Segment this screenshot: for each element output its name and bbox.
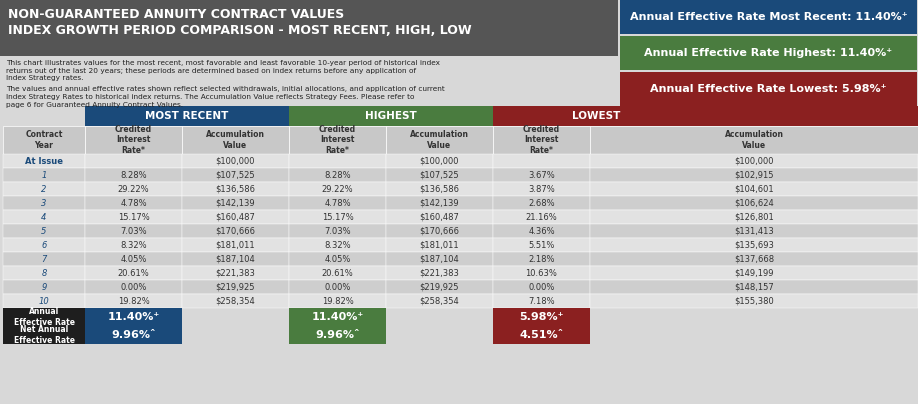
FancyBboxPatch shape [289, 196, 386, 210]
Text: 2.18%: 2.18% [528, 255, 554, 263]
Text: 29.22%: 29.22% [321, 185, 353, 194]
Text: 7: 7 [41, 255, 47, 263]
Text: 3: 3 [41, 198, 47, 208]
FancyBboxPatch shape [289, 126, 386, 154]
FancyBboxPatch shape [85, 182, 182, 196]
FancyBboxPatch shape [0, 0, 618, 56]
Text: 4: 4 [41, 213, 47, 221]
FancyBboxPatch shape [3, 294, 85, 308]
FancyBboxPatch shape [493, 126, 590, 154]
Text: 7.03%: 7.03% [120, 227, 147, 236]
Text: $102,915: $102,915 [734, 170, 774, 179]
Text: NON-GUARANTEED ANNUITY CONTRACT VALUES: NON-GUARANTEED ANNUITY CONTRACT VALUES [8, 8, 344, 21]
FancyBboxPatch shape [386, 252, 493, 266]
Text: $100,000: $100,000 [216, 156, 255, 166]
Text: $221,383: $221,383 [216, 269, 255, 278]
FancyBboxPatch shape [493, 326, 590, 344]
Text: $100,000: $100,000 [734, 156, 774, 166]
FancyBboxPatch shape [182, 126, 289, 154]
Text: Accumulation
Value: Accumulation Value [724, 130, 783, 150]
Text: 9.96%ˆ: 9.96%ˆ [111, 330, 156, 340]
Text: $107,525: $107,525 [216, 170, 255, 179]
Text: $136,586: $136,586 [420, 185, 460, 194]
FancyBboxPatch shape [590, 168, 918, 182]
Text: $107,525: $107,525 [420, 170, 459, 179]
Text: $100,000: $100,000 [420, 156, 459, 166]
FancyBboxPatch shape [85, 210, 182, 224]
Text: 8.32%: 8.32% [120, 240, 147, 250]
FancyBboxPatch shape [3, 252, 85, 266]
FancyBboxPatch shape [182, 280, 289, 294]
Text: 20.61%: 20.61% [118, 269, 150, 278]
Text: 4.05%: 4.05% [120, 255, 147, 263]
Text: $155,380: $155,380 [734, 297, 774, 305]
FancyBboxPatch shape [182, 224, 289, 238]
FancyBboxPatch shape [182, 252, 289, 266]
Text: Index Strategy Rates to historical index returns. The Accumulation Value reflect: Index Strategy Rates to historical index… [6, 94, 415, 100]
FancyBboxPatch shape [590, 224, 918, 238]
Text: 7.03%: 7.03% [324, 227, 351, 236]
FancyBboxPatch shape [3, 224, 85, 238]
FancyBboxPatch shape [85, 294, 182, 308]
Text: $258,354: $258,354 [420, 297, 459, 305]
FancyBboxPatch shape [85, 308, 182, 326]
Text: Annual Effective Rate Most Recent: 11.40%⁺: Annual Effective Rate Most Recent: 11.40… [630, 12, 907, 22]
FancyBboxPatch shape [289, 168, 386, 182]
Text: 4.51%ˆ: 4.51%ˆ [520, 330, 564, 340]
FancyBboxPatch shape [386, 182, 493, 196]
Text: $160,487: $160,487 [216, 213, 255, 221]
Text: 5: 5 [41, 227, 47, 236]
Text: MOST RECENT: MOST RECENT [145, 111, 229, 121]
Text: $136,586: $136,586 [216, 185, 255, 194]
FancyBboxPatch shape [590, 182, 918, 196]
FancyBboxPatch shape [3, 154, 85, 168]
Text: Index Strategy rates.: Index Strategy rates. [6, 75, 84, 81]
FancyBboxPatch shape [386, 294, 493, 308]
Text: 8.28%: 8.28% [120, 170, 147, 179]
Text: $187,104: $187,104 [420, 255, 459, 263]
FancyBboxPatch shape [590, 280, 918, 294]
Text: $104,601: $104,601 [734, 185, 774, 194]
Text: 7.18%: 7.18% [528, 297, 554, 305]
Text: INDEX GROWTH PERIOD COMPARISON - MOST RECENT, HIGH, LOW: INDEX GROWTH PERIOD COMPARISON - MOST RE… [8, 23, 472, 36]
FancyBboxPatch shape [289, 182, 386, 196]
FancyBboxPatch shape [386, 154, 493, 168]
Text: 21.16%: 21.16% [526, 213, 557, 221]
FancyBboxPatch shape [182, 294, 289, 308]
FancyBboxPatch shape [590, 252, 918, 266]
FancyBboxPatch shape [289, 154, 386, 168]
FancyBboxPatch shape [85, 280, 182, 294]
Text: 5.51%: 5.51% [529, 240, 554, 250]
FancyBboxPatch shape [182, 154, 289, 168]
FancyBboxPatch shape [386, 280, 493, 294]
Text: $126,801: $126,801 [734, 213, 774, 221]
Text: 9: 9 [41, 282, 47, 292]
FancyBboxPatch shape [590, 210, 918, 224]
Text: 19.82%: 19.82% [321, 297, 353, 305]
FancyBboxPatch shape [620, 72, 917, 106]
Text: 20.61%: 20.61% [321, 269, 353, 278]
FancyBboxPatch shape [493, 154, 590, 168]
Text: 0.00%: 0.00% [324, 282, 351, 292]
FancyBboxPatch shape [85, 224, 182, 238]
FancyBboxPatch shape [289, 294, 386, 308]
Text: 4.36%: 4.36% [528, 227, 554, 236]
FancyBboxPatch shape [85, 154, 182, 168]
FancyBboxPatch shape [182, 182, 289, 196]
FancyBboxPatch shape [182, 196, 289, 210]
Text: $219,925: $219,925 [216, 282, 255, 292]
FancyBboxPatch shape [3, 168, 85, 182]
Text: 4.78%: 4.78% [120, 198, 147, 208]
Text: 3.67%: 3.67% [528, 170, 554, 179]
Text: Contract
Year: Contract Year [26, 130, 62, 150]
FancyBboxPatch shape [493, 308, 590, 326]
FancyBboxPatch shape [620, 36, 917, 70]
FancyBboxPatch shape [85, 238, 182, 252]
FancyBboxPatch shape [182, 266, 289, 280]
FancyBboxPatch shape [182, 210, 289, 224]
FancyBboxPatch shape [3, 182, 85, 196]
FancyBboxPatch shape [386, 210, 493, 224]
Text: Accumulation
Value: Accumulation Value [410, 130, 469, 150]
Text: 15.17%: 15.17% [118, 213, 150, 221]
